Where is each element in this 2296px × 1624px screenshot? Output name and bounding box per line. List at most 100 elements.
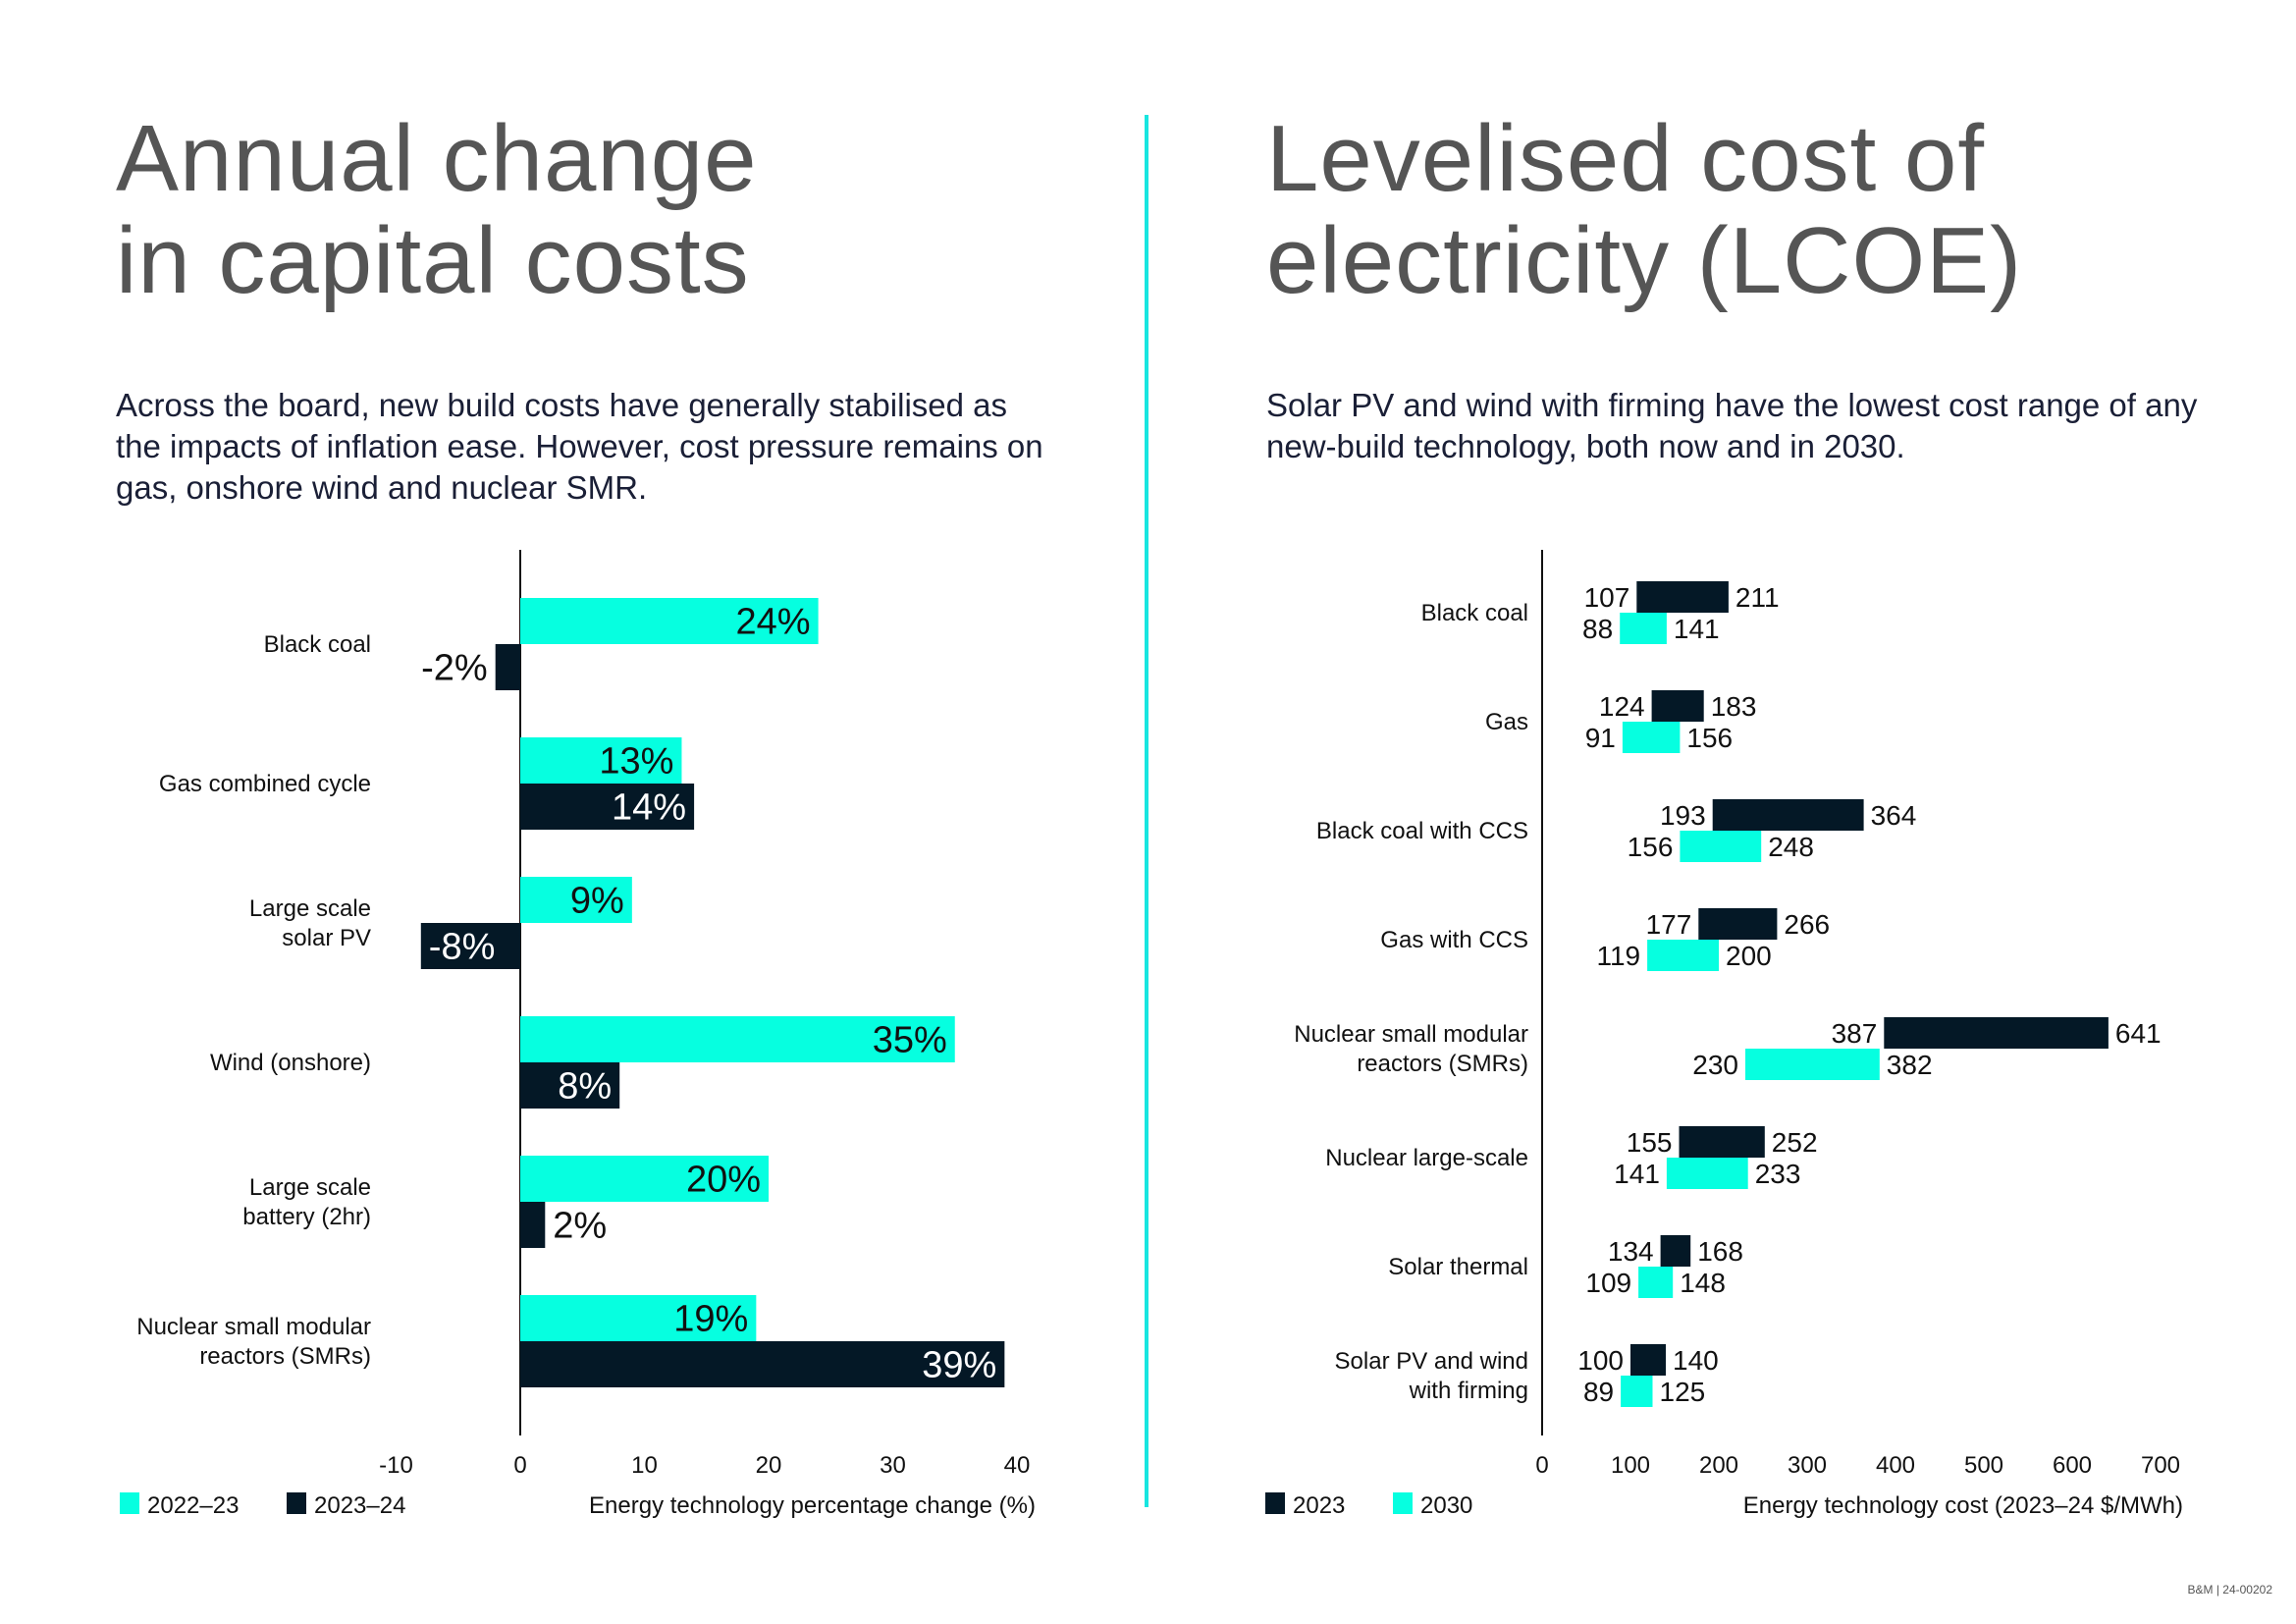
data-label: 20% <box>686 1160 761 1201</box>
x-tick-label: 20 <box>756 1452 782 1479</box>
left-title-line-1: Annual change <box>116 106 758 211</box>
range-high-label: 183 <box>1711 691 1757 722</box>
range-high-label: 125 <box>1660 1377 1706 1407</box>
bar-2022-23 <box>520 877 632 923</box>
range-high-label: 382 <box>1887 1050 1933 1080</box>
range-high-label: 364 <box>1871 800 1917 831</box>
x-axis-title: Energy technology percentage change (%) <box>589 1492 1036 1519</box>
x-tick-label: -10 <box>379 1452 413 1479</box>
range-bar-2023 <box>1679 1126 1765 1158</box>
bar-2023-24 <box>495 644 520 690</box>
category-label: Black coal <box>264 631 371 658</box>
bar-2022-23 <box>520 737 682 784</box>
range-bar-2023 <box>1884 1017 2109 1049</box>
category-label: Gas with CCS <box>1380 927 1528 953</box>
category-label: with firming <box>1409 1378 1528 1404</box>
range-high-label: 266 <box>1784 909 1830 940</box>
range-low-label: 387 <box>1832 1018 1878 1049</box>
range-high-label: 233 <box>1755 1159 1801 1189</box>
right-title-line-1: Levelised cost of <box>1266 106 1986 211</box>
range-bar-2023 <box>1698 908 1778 940</box>
range-low-label: 134 <box>1608 1236 1654 1267</box>
x-tick-label: 100 <box>1611 1452 1650 1479</box>
range-low-label: 89 <box>1583 1377 1614 1407</box>
data-label: -8% <box>429 927 496 968</box>
range-bar-2023 <box>1651 690 1704 722</box>
bar-2022-23 <box>520 1156 769 1202</box>
category-label: Solar thermal <box>1388 1254 1528 1280</box>
data-label: 13% <box>599 741 673 783</box>
right-title-line-2: electricity (LCOE) <box>1266 208 2023 313</box>
bar-2023-24 <box>520 1202 546 1248</box>
range-bar-2030 <box>1620 613 1667 644</box>
category-label: Large scale <box>249 895 371 922</box>
range-low-label: 141 <box>1614 1159 1660 1189</box>
bar-2022-23 <box>520 1016 955 1062</box>
x-tick-label: 700 <box>2141 1452 2180 1479</box>
range-bar-2030 <box>1647 940 1719 971</box>
range-low-label: 119 <box>1596 941 1640 971</box>
range-high-label: 168 <box>1697 1236 1743 1267</box>
range-high-label: 248 <box>1768 832 1814 862</box>
range-low-label: 91 <box>1585 723 1616 753</box>
range-high-label: 148 <box>1680 1268 1726 1298</box>
category-label: Wind (onshore) <box>210 1050 371 1076</box>
x-tick-label: 0 <box>513 1452 526 1479</box>
range-low-label: 107 <box>1584 582 1630 613</box>
bar-2023-24 <box>520 1341 1005 1387</box>
range-low-label: 156 <box>1628 832 1674 862</box>
range-high-label: 211 <box>1735 582 1780 613</box>
data-label: -2% <box>421 648 488 689</box>
left-title: Annual change in capital costs <box>116 108 758 312</box>
data-label: 19% <box>673 1299 748 1340</box>
x-tick-label: 10 <box>631 1452 658 1479</box>
x-tick-label: 400 <box>1876 1452 1915 1479</box>
bar-2023-24 <box>520 784 695 830</box>
category-label: Nuclear large-scale <box>1325 1145 1528 1171</box>
range-low-label: 109 <box>1585 1268 1631 1298</box>
bar-2022-23 <box>520 598 819 644</box>
data-label: 24% <box>736 602 811 643</box>
x-tick-label: 200 <box>1699 1452 1738 1479</box>
right-title: Levelised cost of electricity (LCOE) <box>1266 108 2022 312</box>
legend-label: 2023–24 <box>314 1492 405 1519</box>
range-bar-2023 <box>1660 1235 1691 1267</box>
x-tick-label: 600 <box>2053 1452 2092 1479</box>
category-label: Solar PV and wind <box>1335 1348 1528 1375</box>
range-low-label: 230 <box>1692 1050 1738 1080</box>
legend-label: 2022–23 <box>147 1492 239 1519</box>
category-label: reactors (SMRs) <box>199 1343 371 1370</box>
range-bar-2030 <box>1622 722 1681 753</box>
data-label: 8% <box>558 1066 612 1108</box>
footer-reference: B&M | 24-00202 <box>2187 1583 2272 1597</box>
range-low-label: 177 <box>1646 909 1692 940</box>
range-high-label: 252 <box>1772 1127 1818 1158</box>
category-label: Nuclear small modular <box>1294 1021 1528 1048</box>
legend-swatch-2022-23 <box>120 1492 139 1514</box>
left-intro: Across the board, new build costs have g… <box>116 387 1043 506</box>
legend-swatch-2023 <box>1265 1492 1285 1514</box>
x-tick-label: 500 <box>1964 1452 2003 1479</box>
range-high-label: 140 <box>1673 1345 1719 1376</box>
range-low-label: 124 <box>1599 691 1645 722</box>
x-tick-label: 30 <box>880 1452 906 1479</box>
legend-label: 2023 <box>1293 1492 1345 1519</box>
data-label: 14% <box>612 787 686 829</box>
bar-2023-24 <box>420 923 520 969</box>
range-low-label: 193 <box>1660 800 1706 831</box>
range-low-label: 100 <box>1577 1345 1624 1376</box>
category-label: reactors (SMRs) <box>1357 1051 1528 1077</box>
legend-swatch-2023-24 <box>287 1492 306 1514</box>
data-label: 39% <box>922 1345 996 1386</box>
range-high-label: 200 <box>1726 941 1772 971</box>
range-bar-2030 <box>1638 1267 1674 1298</box>
right-intro: Solar PV and wind with firming have the … <box>1266 387 2198 464</box>
range-low-label: 88 <box>1582 614 1613 644</box>
category-label: Gas <box>1485 709 1528 735</box>
data-label: 2% <box>553 1206 607 1247</box>
range-bar-2030 <box>1680 831 1762 862</box>
category-label: solar PV <box>282 925 371 951</box>
x-tick-label: 300 <box>1788 1452 1827 1479</box>
